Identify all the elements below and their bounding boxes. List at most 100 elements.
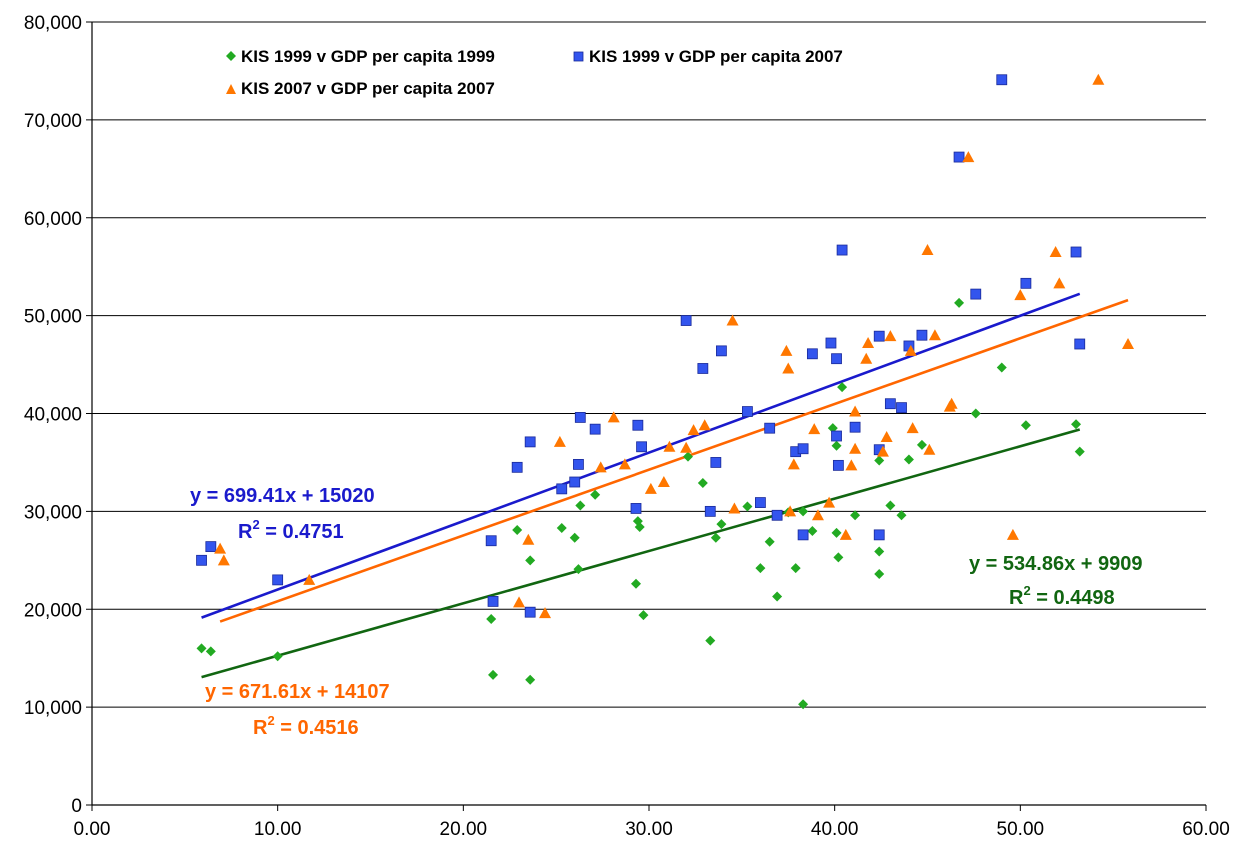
data-point-diamond	[798, 699, 809, 710]
data-point-triangle	[921, 244, 934, 256]
data-point-square	[1074, 338, 1086, 350]
data-point-diamond	[996, 362, 1007, 373]
equation-label-green: y = 534.86x + 9909	[969, 553, 1143, 575]
y-tick-label: 20,000	[24, 600, 82, 621]
x-tick-label: 10.00	[254, 819, 302, 840]
data-point-square	[485, 535, 497, 547]
data-point-triangle	[880, 430, 893, 442]
data-point-triangle	[1092, 73, 1105, 85]
data-point-triangle	[928, 329, 941, 341]
data-point-square	[806, 348, 818, 360]
legend-label: KIS 1999 v GDP per capita 2007	[589, 47, 843, 66]
data-point-diamond	[764, 536, 775, 547]
legend-marker-triangle	[226, 84, 236, 94]
data-point-diamond	[716, 519, 727, 530]
data-point-diamond	[833, 552, 844, 563]
data-point-diamond	[525, 674, 536, 685]
data-point-diamond	[512, 524, 523, 535]
data-point-triangle	[553, 435, 566, 447]
x-tick-label: 0.00	[74, 819, 111, 840]
data-point-square	[873, 529, 885, 541]
data-point-diamond	[488, 669, 499, 680]
data-point-square	[916, 329, 928, 341]
x-tick-label: 60.00	[1182, 819, 1230, 840]
series-group	[214, 73, 1135, 619]
data-point-triangle	[849, 405, 862, 417]
data-point-triangle	[945, 397, 958, 409]
data-point-triangle	[303, 573, 316, 585]
data-point-diamond	[705, 635, 716, 646]
data-point-triangle	[214, 542, 227, 554]
data-point-triangle	[1006, 528, 1019, 540]
x-tick-label: 40.00	[811, 819, 859, 840]
data-point-square	[697, 363, 709, 374]
data-point-diamond	[831, 440, 842, 451]
data-point-triangle	[839, 528, 852, 540]
data-point-triangle	[513, 596, 526, 608]
y-tick-label: 0	[71, 796, 82, 817]
data-point-triangle	[728, 502, 741, 514]
data-point-triangle	[698, 419, 711, 431]
data-point-square	[205, 541, 217, 553]
y-axis-ticks: 0 10,000 20,000 30,000 40,000 50,000 60,000 70,…	[24, 13, 92, 817]
series-group	[196, 297, 1085, 710]
r-squared-label-blue: R2 = 0.4751	[238, 517, 344, 543]
data-point-square	[996, 74, 1008, 86]
r-squared-label-green: R2 = 0.4498	[1009, 583, 1115, 609]
data-point-square	[680, 315, 692, 326]
data-point-triangle	[780, 344, 793, 356]
equation-label-blue: y = 699.41x + 15020	[190, 485, 375, 507]
data-point-square	[704, 505, 716, 517]
data-point-square	[524, 436, 536, 448]
data-point-diamond	[742, 501, 753, 512]
y-tick-label: 60,000	[24, 209, 82, 230]
data-point-triangle	[687, 424, 700, 436]
data-point-square	[771, 509, 783, 521]
data-point-square	[849, 421, 861, 433]
x-axis-ticks: 0.00 10.00 20.00 30.00 40.00 50.00 60.00	[74, 805, 1230, 840]
data-point-square	[1020, 277, 1032, 289]
data-point-diamond	[807, 525, 818, 536]
data-point-diamond	[697, 477, 708, 488]
data-point-diamond	[272, 651, 283, 662]
data-point-square	[573, 458, 584, 470]
data-point-diamond	[916, 439, 927, 450]
trendlines	[201, 292, 1129, 679]
data-point-diamond	[874, 569, 885, 580]
data-point-triangle	[845, 459, 858, 471]
data-point-diamond	[682, 451, 693, 462]
data-point-square	[742, 406, 753, 417]
data-point-diamond	[772, 591, 783, 602]
data-point-square	[797, 529, 809, 541]
data-point-diamond	[590, 489, 601, 500]
x-tick-label: 50.00	[997, 819, 1045, 840]
legend-marker-diamond	[226, 51, 236, 61]
data-point-triangle	[884, 330, 897, 342]
data-point-diamond	[896, 510, 907, 521]
data-point-diamond	[631, 578, 642, 589]
data-point-triangle	[923, 443, 936, 455]
gridlines	[92, 21, 1206, 708]
data-point-square	[589, 423, 601, 435]
data-point-square	[764, 422, 776, 434]
data-point-diamond	[634, 522, 645, 533]
data-point-triangle	[787, 458, 800, 470]
data-point-diamond	[874, 546, 885, 557]
data-point-square	[1070, 246, 1082, 258]
data-point-diamond	[196, 643, 207, 654]
data-point-triangle	[849, 442, 862, 454]
data-point-square	[630, 503, 642, 514]
data-point-square	[831, 430, 842, 442]
data-point-diamond	[837, 382, 848, 393]
data-point-square	[873, 330, 885, 342]
trendline	[219, 298, 1129, 623]
data-point-diamond	[556, 523, 567, 534]
data-point-square	[632, 419, 644, 431]
data-point-diamond	[831, 527, 842, 538]
data-point-diamond	[885, 500, 896, 511]
data-point-triangle	[862, 337, 875, 349]
data-point-triangle	[644, 482, 657, 494]
data-point-square	[953, 151, 965, 163]
data-point-triangle	[904, 344, 917, 356]
data-point-triangle	[876, 445, 889, 457]
